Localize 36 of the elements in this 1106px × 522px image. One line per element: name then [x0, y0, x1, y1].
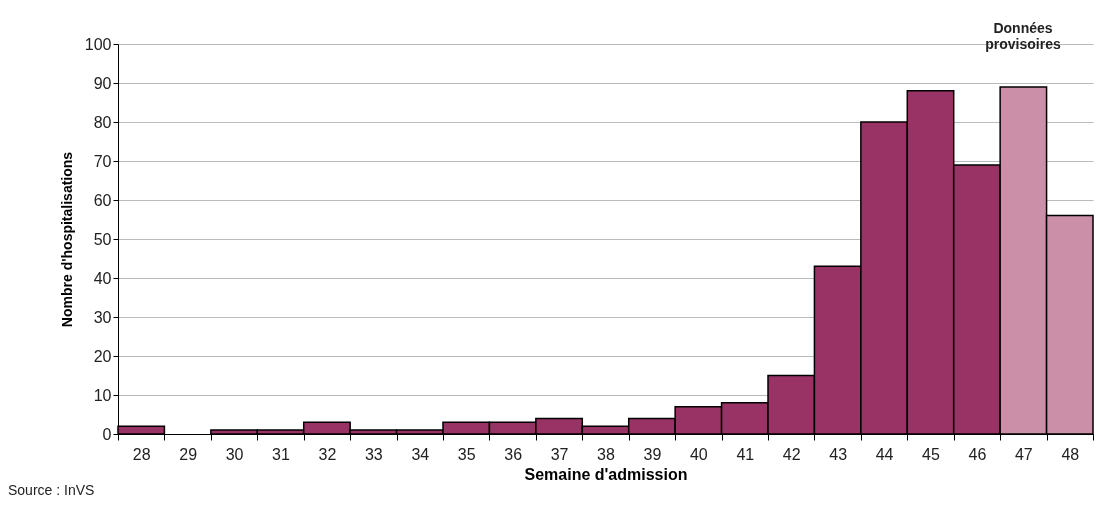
- x-tick-label: 46: [968, 445, 987, 463]
- x-tick-label: 29: [179, 445, 198, 463]
- y-tick-label: 20: [93, 347, 112, 365]
- x-tick-label: 48: [1061, 445, 1080, 463]
- x-tick-label: 45: [922, 445, 940, 463]
- y-tick-label: 90: [93, 74, 112, 92]
- x-tick-label: 28: [132, 445, 151, 463]
- y-tick-label: 80: [93, 113, 112, 131]
- x-axis-title: Semaine d'admission: [524, 465, 688, 483]
- x-tick-label: 38: [597, 445, 615, 463]
- x-tick-label: 43: [829, 445, 848, 463]
- x-tick-label: 33: [364, 445, 383, 463]
- y-tick-label: 30: [93, 308, 112, 326]
- x-tick-label: 41: [736, 445, 755, 463]
- y-tick-label: 100: [84, 35, 112, 53]
- x-tick-label: 44: [875, 445, 894, 463]
- y-tick-label: 70: [93, 152, 112, 170]
- y-axis-title: Nombre d'hospitalisations: [58, 151, 75, 328]
- x-tick-label: 31: [272, 445, 290, 463]
- x-tick-label: 34: [411, 445, 430, 463]
- x-tick-label: 32: [318, 445, 337, 463]
- source-note: Source : InVS: [8, 482, 95, 498]
- y-tick-label: 40: [93, 269, 112, 287]
- x-tick-label: 47: [1014, 445, 1033, 463]
- y-tick-label: 0: [102, 425, 112, 443]
- x-tick-label: 39: [643, 445, 662, 463]
- y-tick-label: 10: [93, 386, 112, 404]
- x-tick-label: 42: [782, 445, 801, 463]
- x-tick-label: 37: [550, 445, 569, 463]
- x-tick-label: 35: [457, 445, 476, 463]
- x-tick-label: 30: [225, 445, 244, 463]
- x-tick-label: 36: [504, 445, 523, 463]
- annotation: Données provisoires: [985, 20, 1061, 52]
- y-tick-label: 60: [93, 191, 112, 209]
- y-tick-label: 50: [93, 230, 112, 248]
- x-tick-label: 40: [689, 445, 708, 463]
